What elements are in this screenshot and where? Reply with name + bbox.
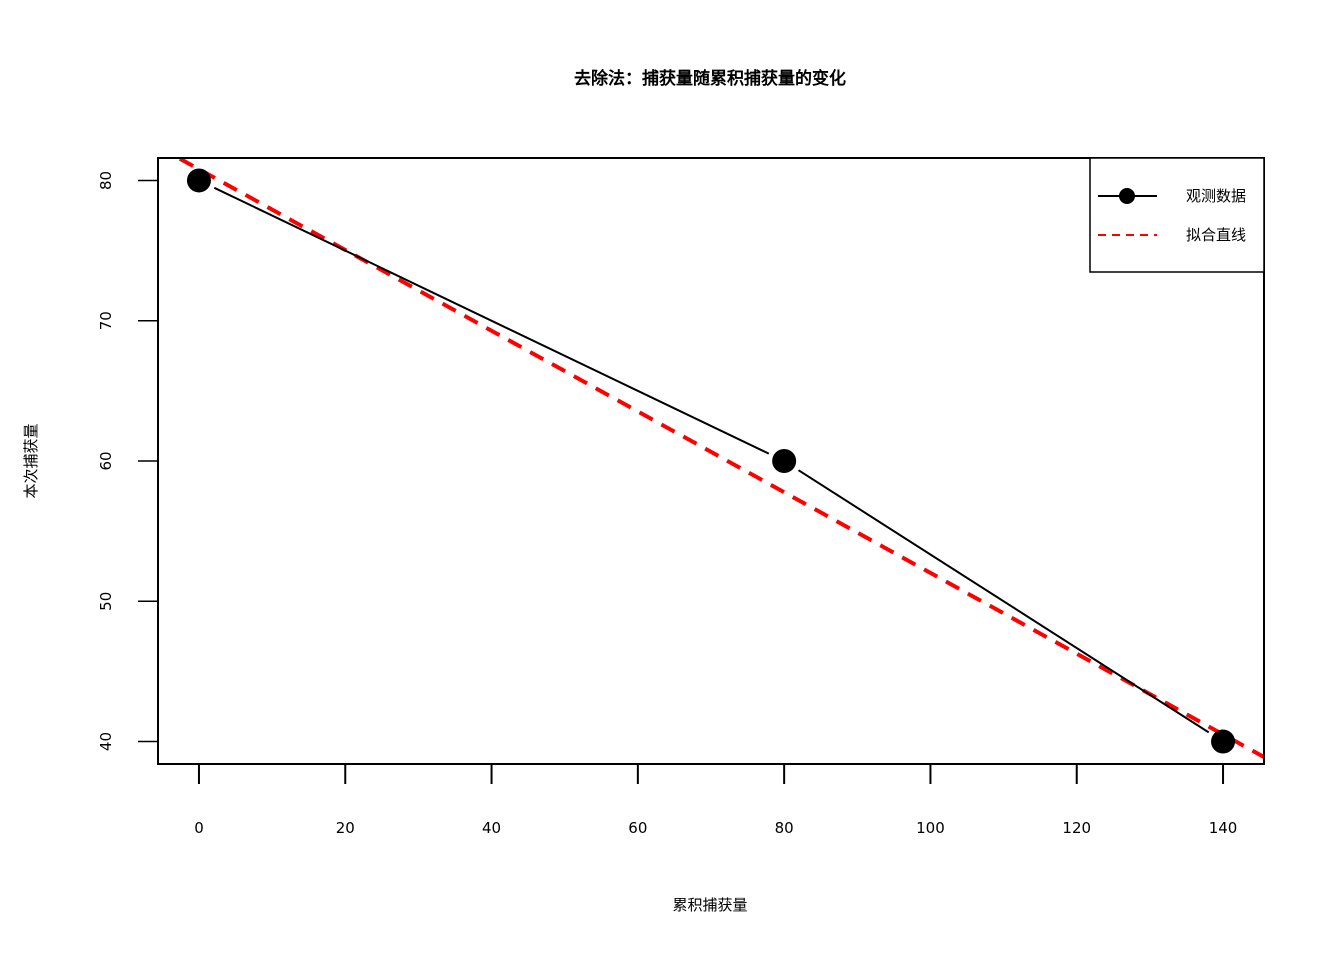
observed-point [1211, 729, 1236, 754]
x-tick-label: 20 [336, 819, 355, 837]
observed-series-layer [186, 168, 1236, 754]
observed-point [772, 449, 797, 473]
x-tick-label: 40 [482, 819, 501, 837]
x-tick-label: 60 [628, 819, 647, 837]
x-tick-label: 140 [1209, 819, 1238, 837]
y-axis: 40 50 60 70 80 [97, 171, 158, 751]
observed-line-segment [213, 186, 770, 455]
y-axis-label: 本次捕获量 [22, 423, 40, 498]
legend: 观测数据 拟合直线 [1089, 157, 1265, 273]
y-tick-label: 70 [97, 311, 115, 330]
chart-title: 去除法：捕获量随累积捕获量的变化 [574, 68, 846, 89]
y-tick-label: 50 [97, 592, 115, 611]
y-tick-label: 60 [97, 451, 115, 470]
x-axis-label: 累积捕获量 [672, 896, 747, 914]
legend-observed-label: 观测数据 [1186, 187, 1246, 205]
x-axis: 0 20 40 60 80 100 120 140 [194, 764, 1237, 837]
observed-point [186, 168, 211, 193]
x-tick-label: 100 [916, 819, 945, 837]
x-tick-label: 0 [194, 819, 204, 837]
y-tick-label: 80 [97, 171, 115, 190]
observed-line-segment [797, 469, 1210, 734]
x-tick-label: 120 [1062, 819, 1091, 837]
x-tick-label: 80 [775, 819, 794, 837]
legend-box [1089, 157, 1265, 273]
legend-observed-marker [1119, 188, 1135, 204]
y-tick-label: 40 [97, 732, 115, 751]
legend-fit-label: 拟合直线 [1186, 226, 1246, 244]
